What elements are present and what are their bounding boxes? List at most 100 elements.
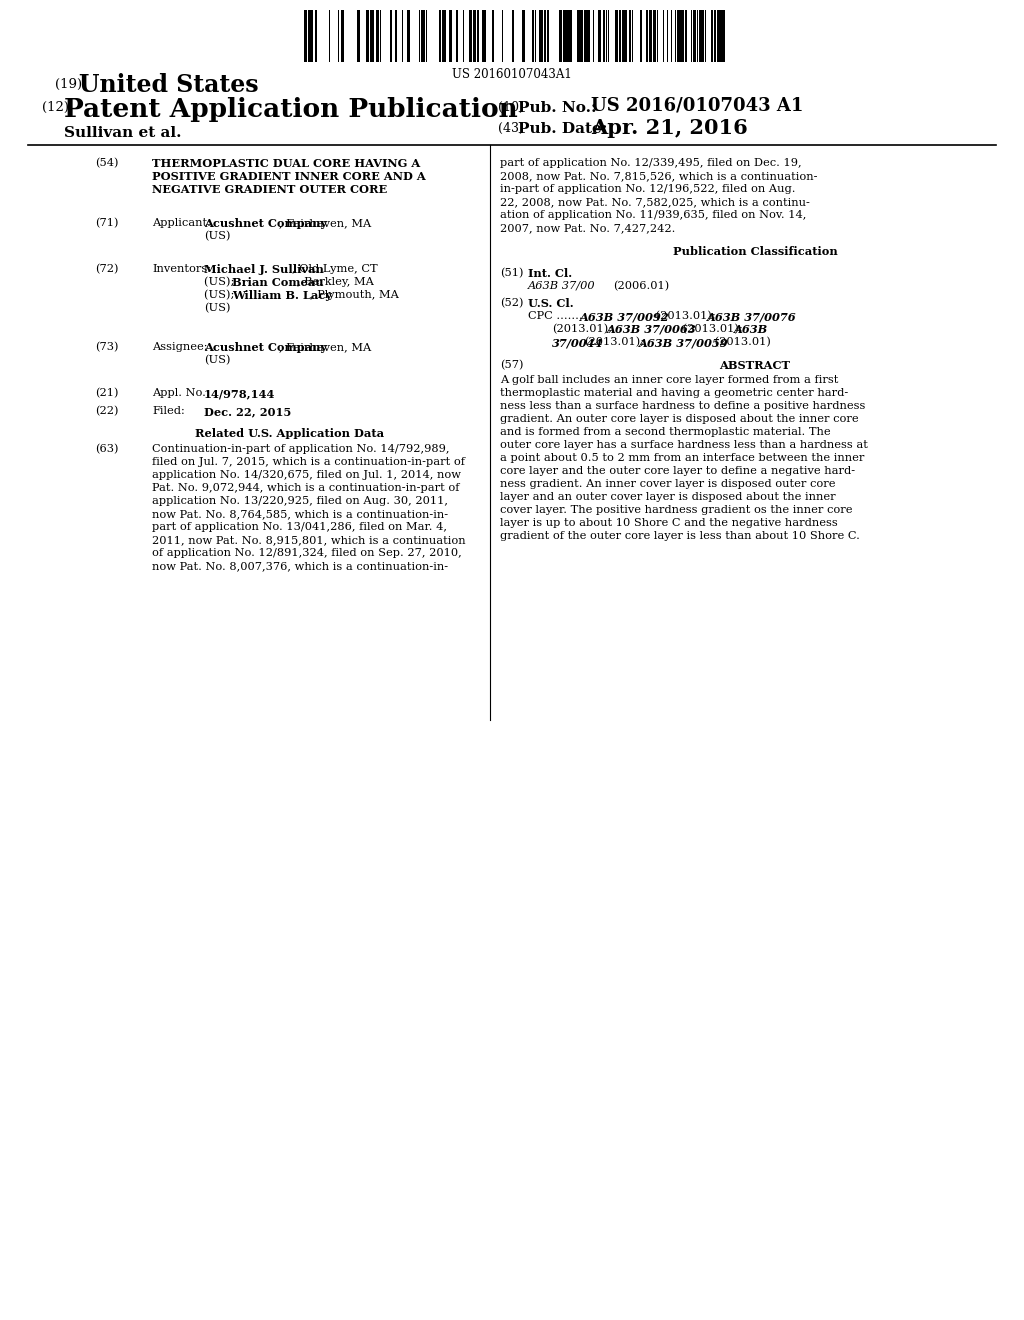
Text: (51): (51) xyxy=(500,268,523,279)
Bar xyxy=(615,11,618,62)
Text: (US): (US) xyxy=(204,231,230,242)
Text: Michael J. Sullivan: Michael J. Sullivan xyxy=(204,264,324,275)
Text: (2013.01): (2013.01) xyxy=(711,337,771,347)
Text: Continuation-in-part of application No. 14/792,989,: Continuation-in-part of application No. … xyxy=(152,444,450,454)
Text: Int. Cl.: Int. Cl. xyxy=(528,268,572,279)
Text: (52): (52) xyxy=(500,298,523,309)
Bar xyxy=(580,11,582,62)
Text: part of application No. 12/339,495, filed on Dec. 19,: part of application No. 12/339,495, file… xyxy=(500,158,802,168)
Text: Pat. No. 9,072,944, which is a continuation-in-part of: Pat. No. 9,072,944, which is a continuat… xyxy=(152,483,460,492)
Bar xyxy=(685,11,687,62)
Text: (10): (10) xyxy=(498,102,524,114)
Bar xyxy=(492,11,494,62)
Text: application No. 14/320,675, filed on Jul. 1, 2014, now: application No. 14/320,675, filed on Jul… xyxy=(152,470,461,480)
Bar xyxy=(305,11,307,62)
Text: layer is up to about 10 Shore C and the negative hardness: layer is up to about 10 Shore C and the … xyxy=(500,517,838,528)
Bar xyxy=(603,11,605,62)
Bar xyxy=(532,11,534,62)
Bar xyxy=(563,11,566,62)
Text: , Fairhaven, MA: , Fairhaven, MA xyxy=(279,342,372,352)
Text: outer core layer has a surface hardness less than a hardness at: outer core layer has a surface hardness … xyxy=(500,440,868,450)
Bar xyxy=(560,11,562,62)
Text: , Fairhaven, MA: , Fairhaven, MA xyxy=(279,218,372,228)
Bar xyxy=(567,11,570,62)
Bar xyxy=(308,11,311,62)
Text: A63B 37/0076: A63B 37/0076 xyxy=(707,312,797,322)
Text: 2011, now Pat. No. 8,915,801, which is a continuation: 2011, now Pat. No. 8,915,801, which is a… xyxy=(152,535,466,545)
Text: A63B: A63B xyxy=(734,323,768,335)
Text: Appl. No.:: Appl. No.: xyxy=(152,388,210,399)
Text: ation of application No. 11/939,635, filed on Nov. 14,: ation of application No. 11/939,635, fil… xyxy=(500,210,806,220)
Bar xyxy=(547,11,549,62)
Bar xyxy=(541,11,543,62)
Text: thermoplastic material and having a geometric center hard-: thermoplastic material and having a geom… xyxy=(500,388,848,399)
Bar xyxy=(357,11,360,62)
Text: Assignee:: Assignee: xyxy=(152,342,208,352)
Bar xyxy=(395,11,397,62)
Text: (2013.01);: (2013.01); xyxy=(584,337,644,347)
Bar xyxy=(577,11,580,62)
Bar xyxy=(512,11,514,62)
Text: Pub. No.:: Pub. No.: xyxy=(518,102,597,115)
Text: (US);: (US); xyxy=(204,290,238,301)
Text: ABSTRACT: ABSTRACT xyxy=(720,360,791,371)
Bar xyxy=(694,11,696,62)
Text: (72): (72) xyxy=(95,264,119,275)
Text: (43): (43) xyxy=(498,121,524,135)
Text: (57): (57) xyxy=(500,360,523,371)
Bar xyxy=(717,11,719,62)
Bar xyxy=(341,11,344,62)
Text: (US): (US) xyxy=(204,355,230,366)
Text: application No. 13/220,925, filed on Aug. 30, 2011,: application No. 13/220,925, filed on Aug… xyxy=(152,496,449,506)
Bar xyxy=(699,11,701,62)
Text: (12): (12) xyxy=(42,102,69,114)
Bar xyxy=(624,11,627,62)
Text: POSITIVE GRADIENT INNER CORE AND A: POSITIVE GRADIENT INNER CORE AND A xyxy=(152,172,426,182)
Text: Filed:: Filed: xyxy=(152,407,184,416)
Bar xyxy=(544,11,546,62)
Bar xyxy=(422,11,424,62)
Text: Publication Classification: Publication Classification xyxy=(673,246,838,257)
Bar xyxy=(677,11,680,62)
Bar xyxy=(622,11,624,62)
Text: 2007, now Pat. No. 7,427,242.: 2007, now Pat. No. 7,427,242. xyxy=(500,223,676,234)
Text: A golf ball includes an inner core layer formed from a first: A golf ball includes an inner core layer… xyxy=(500,375,839,385)
Bar xyxy=(714,11,716,62)
Text: A63B 37/0063: A63B 37/0063 xyxy=(607,323,696,335)
Bar xyxy=(390,11,392,62)
Text: US 2016/0107043 A1: US 2016/0107043 A1 xyxy=(591,96,804,115)
Bar xyxy=(376,11,379,62)
Text: (73): (73) xyxy=(95,342,119,352)
Bar xyxy=(483,11,486,62)
Bar xyxy=(640,11,642,62)
Bar xyxy=(456,11,458,62)
Text: core layer and the outer core layer to define a negative hard-: core layer and the outer core layer to d… xyxy=(500,466,855,477)
Bar xyxy=(315,11,317,62)
Text: ness gradient. An inner cover layer is disposed outer core: ness gradient. An inner cover layer is d… xyxy=(500,479,836,488)
Text: (71): (71) xyxy=(95,218,119,228)
Text: , Plymouth, MA: , Plymouth, MA xyxy=(310,290,399,300)
Text: of application No. 12/891,324, filed on Sep. 27, 2010,: of application No. 12/891,324, filed on … xyxy=(152,548,462,558)
Bar xyxy=(477,11,479,62)
Bar xyxy=(629,11,631,62)
Text: (19): (19) xyxy=(55,78,82,91)
Text: ness less than a surface hardness to define a positive hardness: ness less than a surface hardness to def… xyxy=(500,401,865,411)
Text: A63B 37/0092: A63B 37/0092 xyxy=(580,312,670,322)
Text: (US);: (US); xyxy=(204,277,238,288)
Text: gradient of the outer core layer is less than about 10 Shore C.: gradient of the outer core layer is less… xyxy=(500,531,860,541)
Bar xyxy=(539,11,541,62)
Bar xyxy=(371,11,374,62)
Text: Dec. 22, 2015: Dec. 22, 2015 xyxy=(204,407,291,417)
Bar xyxy=(439,11,441,62)
Bar xyxy=(311,11,313,62)
Text: (2013.01);: (2013.01); xyxy=(652,312,716,321)
Text: (2006.01): (2006.01) xyxy=(613,281,670,292)
Text: 14/978,144: 14/978,144 xyxy=(204,388,275,399)
Bar xyxy=(469,11,472,62)
Text: 37/0044: 37/0044 xyxy=(552,337,603,348)
Text: (2013.01);: (2013.01); xyxy=(552,323,612,334)
Text: Applicant:: Applicant: xyxy=(152,218,211,228)
Bar xyxy=(407,11,410,62)
Text: Patent Application Publication: Patent Application Publication xyxy=(63,96,518,121)
Text: (54): (54) xyxy=(95,158,119,169)
